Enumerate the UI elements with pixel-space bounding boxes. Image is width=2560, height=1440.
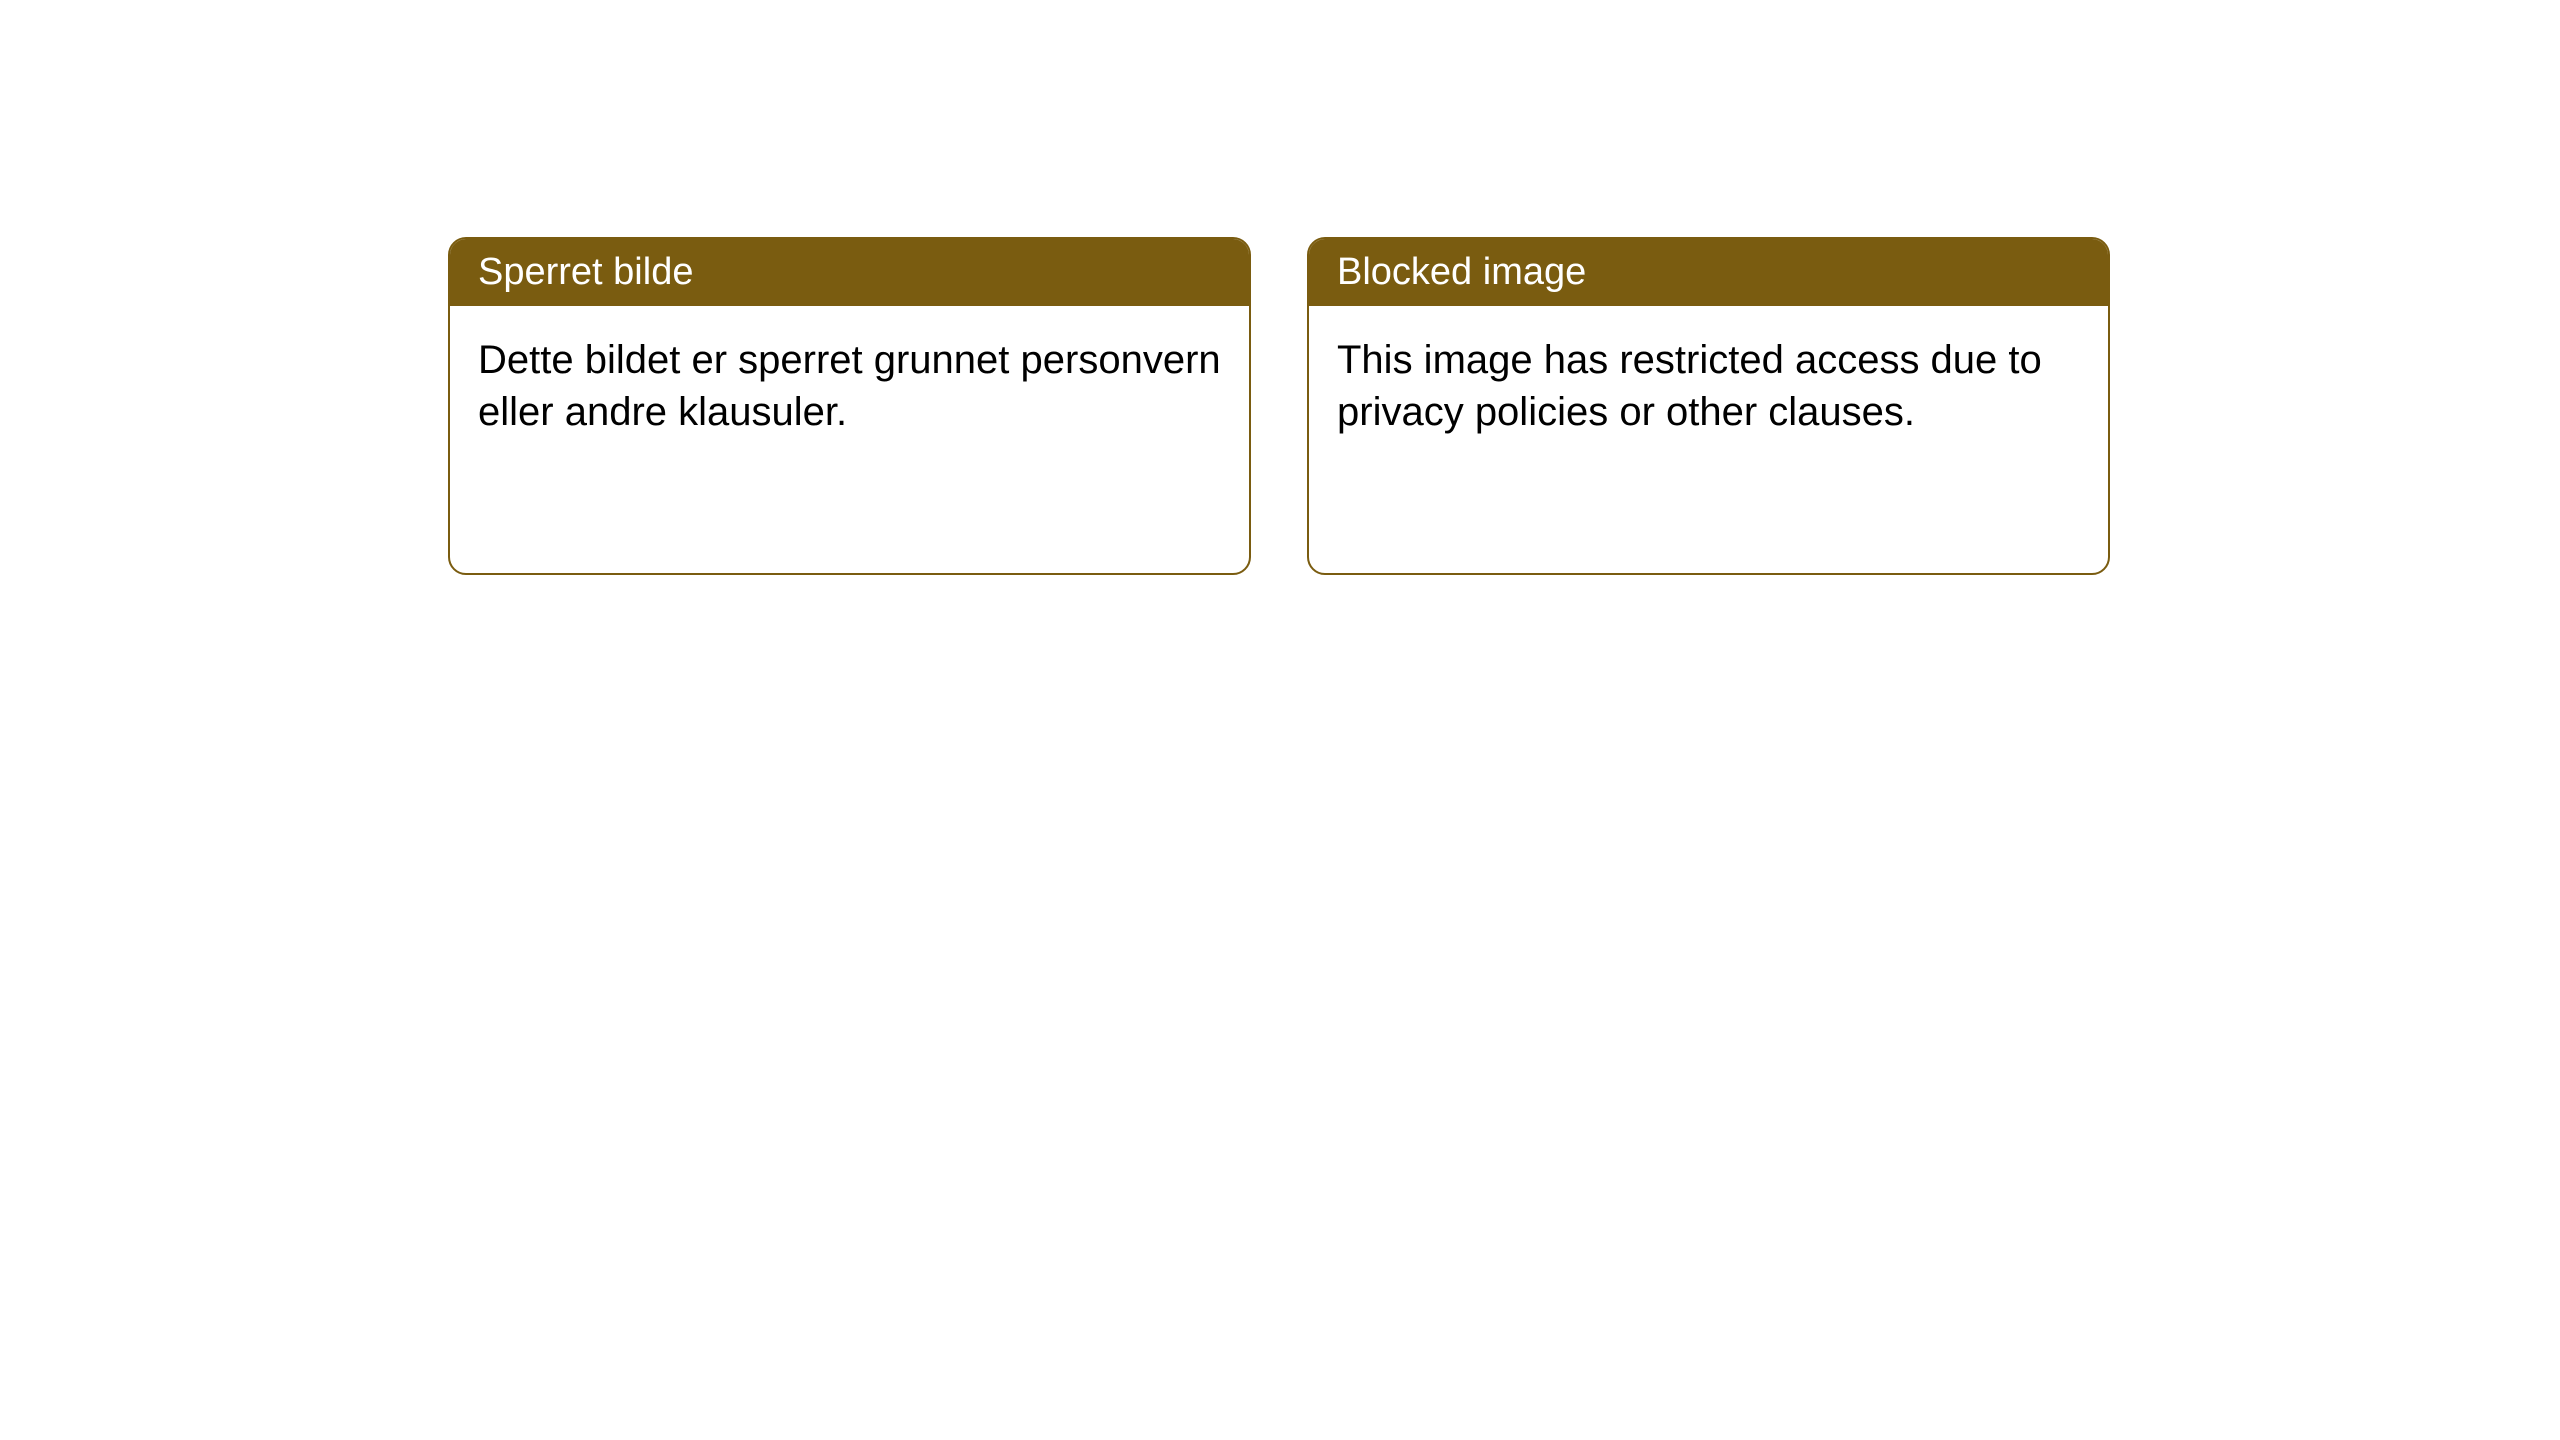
notice-title-english: Blocked image <box>1337 251 1586 293</box>
notice-header-norwegian: Sperret bilde <box>450 239 1249 306</box>
notice-body-english: This image has restricted access due to … <box>1309 306 2108 466</box>
notice-box-english: Blocked image This image has restricted … <box>1307 237 2110 575</box>
notice-header-english: Blocked image <box>1309 239 2108 306</box>
notice-text-norwegian: Dette bildet er sperret grunnet personve… <box>478 338 1221 434</box>
notice-text-english: This image has restricted access due to … <box>1337 338 2042 434</box>
notice-container: Sperret bilde Dette bildet er sperret gr… <box>448 237 2110 575</box>
notice-box-norwegian: Sperret bilde Dette bildet er sperret gr… <box>448 237 1251 575</box>
notice-title-norwegian: Sperret bilde <box>478 251 693 293</box>
notice-body-norwegian: Dette bildet er sperret grunnet personve… <box>450 306 1249 466</box>
